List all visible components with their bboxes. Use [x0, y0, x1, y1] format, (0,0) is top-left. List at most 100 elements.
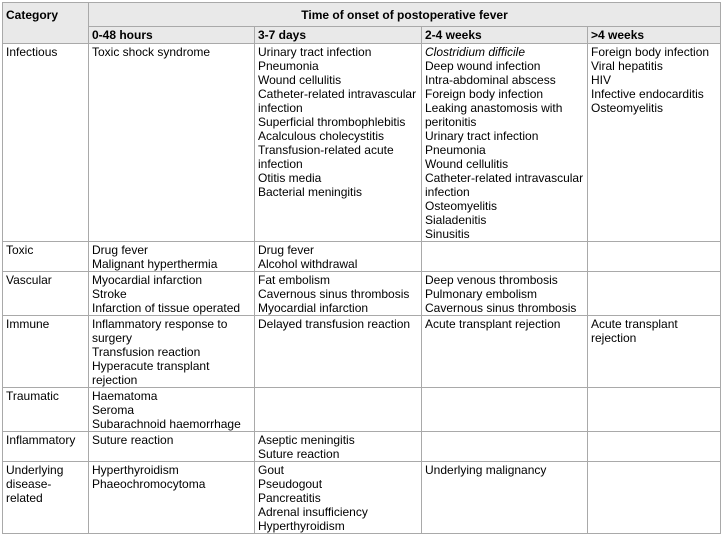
condition-item: Infarction of tissue operated — [92, 301, 241, 315]
condition-cell: Foreign body infection Viral hepatitis HIV… — [587, 43, 721, 242]
condition-item: Hyperthyroidism — [258, 519, 345, 533]
condition-item: Drug fever — [258, 243, 315, 257]
condition-cell — [421, 431, 588, 462]
time-column-header-2: 2-4 weeks — [421, 26, 588, 44]
time-column-header-1: 3-7 days — [254, 26, 422, 44]
condition-item: Urinary tract infection — [425, 129, 539, 143]
condition-item: Suture reaction — [258, 447, 340, 461]
condition-item: Catheter-related intravascular infection — [425, 171, 584, 199]
condition-item: Underlying malignancy — [425, 463, 547, 477]
condition-item: Seroma — [92, 403, 135, 417]
category-cell: Vascular — [2, 271, 89, 316]
condition-item: Alcohol withdrawal — [258, 257, 358, 271]
condition-cell: Suture reaction — [88, 431, 255, 462]
table-row: Underlying disease-related Hyperthyroidis… — [2, 461, 721, 534]
category-cell: Immune — [2, 315, 89, 388]
condition-item: Drug fever — [92, 243, 149, 257]
condition-item: Transfusion reaction — [92, 345, 201, 359]
condition-item: Otitis media — [258, 171, 322, 185]
condition-item: Pancreatitis — [258, 491, 321, 505]
condition-item: Myocardial infarction — [258, 301, 369, 315]
condition-cell: Acute transplant rejection — [587, 315, 721, 388]
condition-item: Acute transplant rejection — [425, 317, 561, 331]
category-cell: Underlying disease-related — [2, 461, 89, 534]
condition-item: Hyperacute transplant rejection — [92, 359, 210, 387]
condition-item: Osteomyelitis — [425, 199, 498, 213]
table-title: Time of onset of postoperative fever — [88, 2, 721, 27]
condition-cell: Fat embolism Cavernous sinus thrombosis My… — [254, 271, 422, 316]
condition-item: Toxic shock syndrome — [92, 45, 211, 59]
condition-item: Hyperthyroidism — [92, 463, 179, 477]
condition-cell: Haematoma Seroma Subarachnoid haemorrhage — [88, 387, 255, 432]
condition-item: Adrenal insufficiency — [258, 505, 368, 519]
condition-item: Cavernous sinus thrombosis — [258, 287, 410, 301]
category-cell: Traumatic — [2, 387, 89, 432]
condition-item: Fat embolism — [258, 273, 331, 287]
condition-cell: Drug fever Malignant hyperthermia — [88, 241, 255, 272]
condition-cell: Inflammatory response to surgery Transfus… — [88, 315, 255, 388]
condition-item: Intra-abdominal abscess — [425, 73, 556, 87]
condition-item: Cavernous sinus thrombosis — [425, 301, 577, 315]
condition-item: Delayed transfusion reaction — [258, 317, 411, 331]
condition-item: Inflammatory response to surgery — [92, 317, 228, 345]
table-row: Toxic Drug fever Malignant hyperthermia Dru… — [2, 241, 721, 272]
condition-cell — [421, 241, 588, 272]
condition-cell: Acute transplant rejection — [421, 315, 588, 388]
condition-item: Osteomyelitis — [591, 101, 664, 115]
header-row-time-columns: 0-48 hours 3-7 days 2-4 weeks >4 weeks — [3, 26, 721, 44]
condition-cell: Drug fever Alcohol withdrawal — [254, 241, 422, 272]
condition-item: Transfusion-related acute infection — [258, 143, 394, 171]
condition-item: Subarachnoid haemorrhage — [92, 417, 241, 431]
table-row: Infectious Toxic shock syndrome Urinary tr… — [2, 43, 721, 242]
condition-item: Haematoma — [92, 389, 158, 403]
condition-cell: Hyperthyroidism Phaeochromocytoma — [88, 461, 255, 534]
condition-item: Infective endocarditis — [591, 87, 704, 101]
condition-cell: Toxic shock syndrome — [88, 43, 255, 242]
time-column-header-3: >4 weeks — [587, 26, 721, 44]
table-row: Inflammatory Suture reaction Aseptic menin… — [2, 431, 721, 462]
condition-item: Foreign body infection — [425, 87, 544, 101]
condition-cell: Clostridium difficile Deep wound infectio… — [421, 43, 588, 242]
category-cell: Inflammatory — [2, 431, 89, 462]
condition-item: Phaeochromocytoma — [92, 477, 206, 491]
category-cell: Toxic — [2, 241, 89, 272]
condition-cell: Myocardial infarction Stroke Infarction of… — [88, 271, 255, 316]
condition-item: Sinusitis — [425, 227, 470, 241]
header-row-title: Category Time of onset of postoperative … — [2, 2, 721, 44]
condition-cell — [587, 431, 721, 462]
condition-cell — [254, 387, 422, 432]
condition-cell: Gout Pseudogout Pancreatitis Adrenal insuff… — [254, 461, 422, 534]
condition-cell: Deep venous thrombosis Pulmonary embolism… — [421, 271, 588, 316]
table-row: Traumatic Haematoma Seroma Subarachnoid hae… — [2, 387, 721, 432]
time-column-header-0: 0-48 hours — [88, 26, 255, 44]
condition-item: Catheter-related intravascular infection — [258, 87, 417, 115]
condition-cell — [421, 387, 588, 432]
condition-item: Bacterial meningitis — [258, 185, 363, 199]
condition-item: Urinary tract infection — [258, 45, 372, 59]
condition-item: Gout — [258, 463, 285, 477]
condition-item: Pneumonia — [258, 59, 319, 73]
condition-item: Pneumonia — [425, 143, 486, 157]
condition-item: Foreign body infection — [591, 45, 710, 59]
category-cell: Infectious — [2, 43, 89, 242]
table-body: Infectious Toxic shock syndrome Urinary tr… — [2, 43, 721, 534]
condition-item: Aseptic meningitis — [258, 433, 355, 447]
condition-item: Clostridium difficile — [425, 45, 526, 59]
condition-cell: Delayed transfusion reaction — [254, 315, 422, 388]
condition-item: Deep venous thrombosis — [425, 273, 558, 287]
condition-item: Suture reaction — [92, 433, 174, 447]
condition-item: Superficial thrombophlebitis — [258, 115, 406, 129]
condition-cell: Underlying malignancy — [421, 461, 588, 534]
condition-cell — [587, 461, 721, 534]
condition-cell — [587, 241, 721, 272]
condition-item: Acalculous cholecystitis — [258, 129, 385, 143]
condition-item: Wound cellulitis — [258, 73, 342, 87]
condition-item: Malignant hyperthermia — [92, 257, 218, 271]
condition-item: Acute transplant rejection — [591, 317, 678, 345]
condition-item: Sialadenitis — [425, 213, 487, 227]
category-column-header: Category — [2, 2, 89, 44]
condition-cell — [587, 271, 721, 316]
condition-cell: Aseptic meningitis Suture reaction — [254, 431, 422, 462]
condition-item: Pseudogout — [258, 477, 323, 491]
condition-item: Pulmonary embolism — [425, 287, 538, 301]
